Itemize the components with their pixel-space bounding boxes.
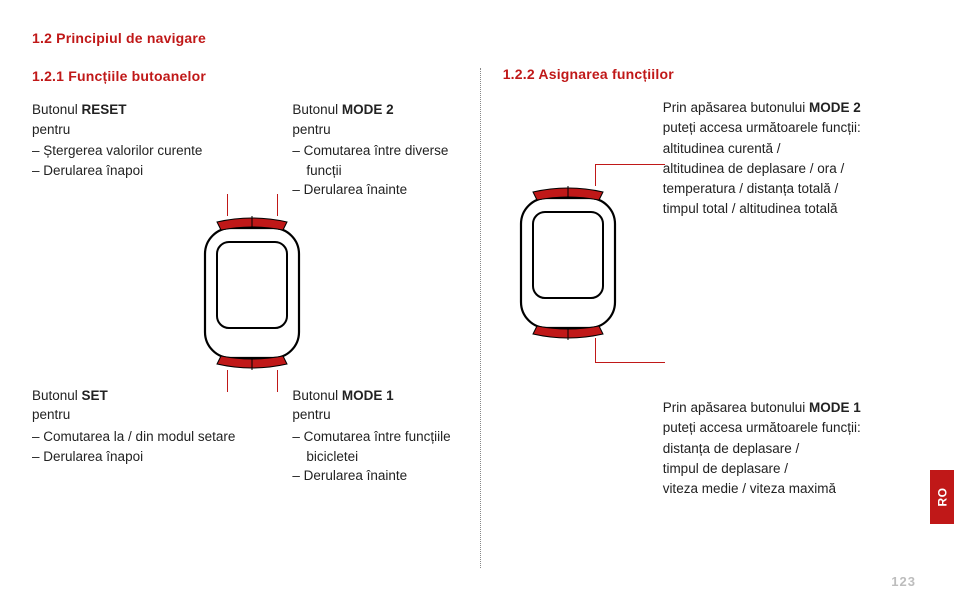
lead-line	[227, 370, 228, 392]
page: 1.2 Principiul de navigare 1.2.1 Funcții…	[0, 0, 954, 519]
mode2-subtitle: pentru	[292, 120, 472, 140]
lead-line	[227, 194, 228, 216]
page-number: 123	[891, 574, 916, 589]
mode1-block: Butonul MODE 1 pentru Comutarea între fu…	[252, 386, 472, 486]
list-item: Comutarea la / din modul setare	[32, 427, 252, 447]
left-grid: Butonul RESET pentru Ștergerea valorilor…	[32, 100, 473, 486]
r-mode2-l3: altitudinea curentă /	[663, 139, 914, 159]
device-diagram-right	[503, 98, 663, 398]
left-column: 1.2 Principiul de navigare 1.2.1 Funcții…	[32, 30, 473, 499]
right-mode1-text: Prin apăsarea butonului MODE 1 puteți ac…	[663, 398, 914, 499]
list-item: Derularea înainte	[292, 466, 472, 486]
lead-line	[277, 370, 278, 392]
r-mode2-l5: temperatura / distanța totală /	[663, 179, 914, 199]
lead-line	[595, 164, 596, 186]
r-mode1-pre: Prin apăsarea butonului	[663, 400, 809, 415]
lead-line	[277, 194, 278, 216]
reset-block: Butonul RESET pentru Ștergerea valorilor…	[32, 100, 252, 200]
mode1-bold: MODE 1	[342, 388, 394, 403]
list-item: Derularea înainte	[292, 180, 472, 200]
r-mode1-l3: distanța de deplasare /	[663, 439, 914, 459]
set-subtitle: pentru	[32, 405, 252, 425]
reset-bold: RESET	[82, 102, 127, 117]
language-tab-label: RO	[935, 488, 949, 507]
list-item: Ștergerea valorilor curente	[32, 141, 252, 161]
reset-subtitle: pentru	[32, 120, 252, 140]
language-tab: RO	[930, 470, 954, 524]
mode2-prefix: Butonul	[292, 102, 342, 117]
right-grid: Prin apăsarea butonului MODE 2 puteți ac…	[503, 98, 914, 499]
mode1-items: Comutarea între funcțiile bicicletei Der…	[292, 427, 472, 486]
heading-1-2: 1.2 Principiul de navigare	[32, 30, 473, 46]
reset-items: Ștergerea valorilor curente Derularea în…	[32, 141, 252, 180]
mode1-prefix: Butonul	[292, 388, 342, 403]
right-mode2-text: Prin apăsarea butonului MODE 2 puteți ac…	[663, 98, 914, 398]
lead-line	[595, 164, 665, 165]
heading-1-2-2: 1.2.2 Asignarea funcțiilor	[503, 66, 914, 82]
r-mode2-l2: puteți accesa următoarele funcții:	[663, 118, 914, 138]
mode2-bold: MODE 2	[342, 102, 394, 117]
mode1-subtitle: pentru	[292, 405, 472, 425]
r-mode1-l4: timpul de deplasare /	[663, 459, 914, 479]
set-block: Butonul SET pentru Comutarea la / din mo…	[32, 386, 252, 486]
r-mode2-l6: timpul total / altitudinea totală	[663, 199, 914, 219]
mode2-block: Butonul MODE 2 pentru Comutarea între di…	[252, 100, 472, 200]
right-column: 1.2.2 Asignarea funcțiilor Pr	[473, 30, 914, 499]
r-mode1-l2: puteți accesa următoarele funcții:	[663, 418, 914, 438]
heading-1-2-1: 1.2.1 Funcțiile butoanelor	[32, 68, 473, 84]
list-item: Comutarea între diverse funcții	[292, 141, 472, 180]
list-item: Derularea înapoi	[32, 447, 252, 467]
r-mode1-bold: MODE 1	[809, 400, 861, 415]
r-mode2-bold: MODE 2	[809, 100, 861, 115]
r-mode2-pre: Prin apăsarea butonului	[663, 100, 809, 115]
set-bold: SET	[82, 388, 108, 403]
r-mode2-l4: altitudinea de deplasare / ora /	[663, 159, 914, 179]
device-diagram-left	[32, 200, 473, 386]
set-prefix: Butonul	[32, 388, 82, 403]
device-icon	[503, 178, 633, 348]
lead-line	[595, 362, 665, 363]
device-icon	[187, 208, 317, 378]
list-item: Comutarea între funcțiile bicicletei	[292, 427, 472, 466]
lead-line	[595, 338, 596, 362]
reset-prefix: Butonul	[32, 102, 82, 117]
r-mode1-l5: viteza medie / viteza maximă	[663, 479, 914, 499]
mode2-items: Comutarea între diverse funcții Derulare…	[292, 141, 472, 200]
set-items: Comutarea la / din modul setare Derulare…	[32, 427, 252, 466]
list-item: Derularea înapoi	[32, 161, 252, 181]
